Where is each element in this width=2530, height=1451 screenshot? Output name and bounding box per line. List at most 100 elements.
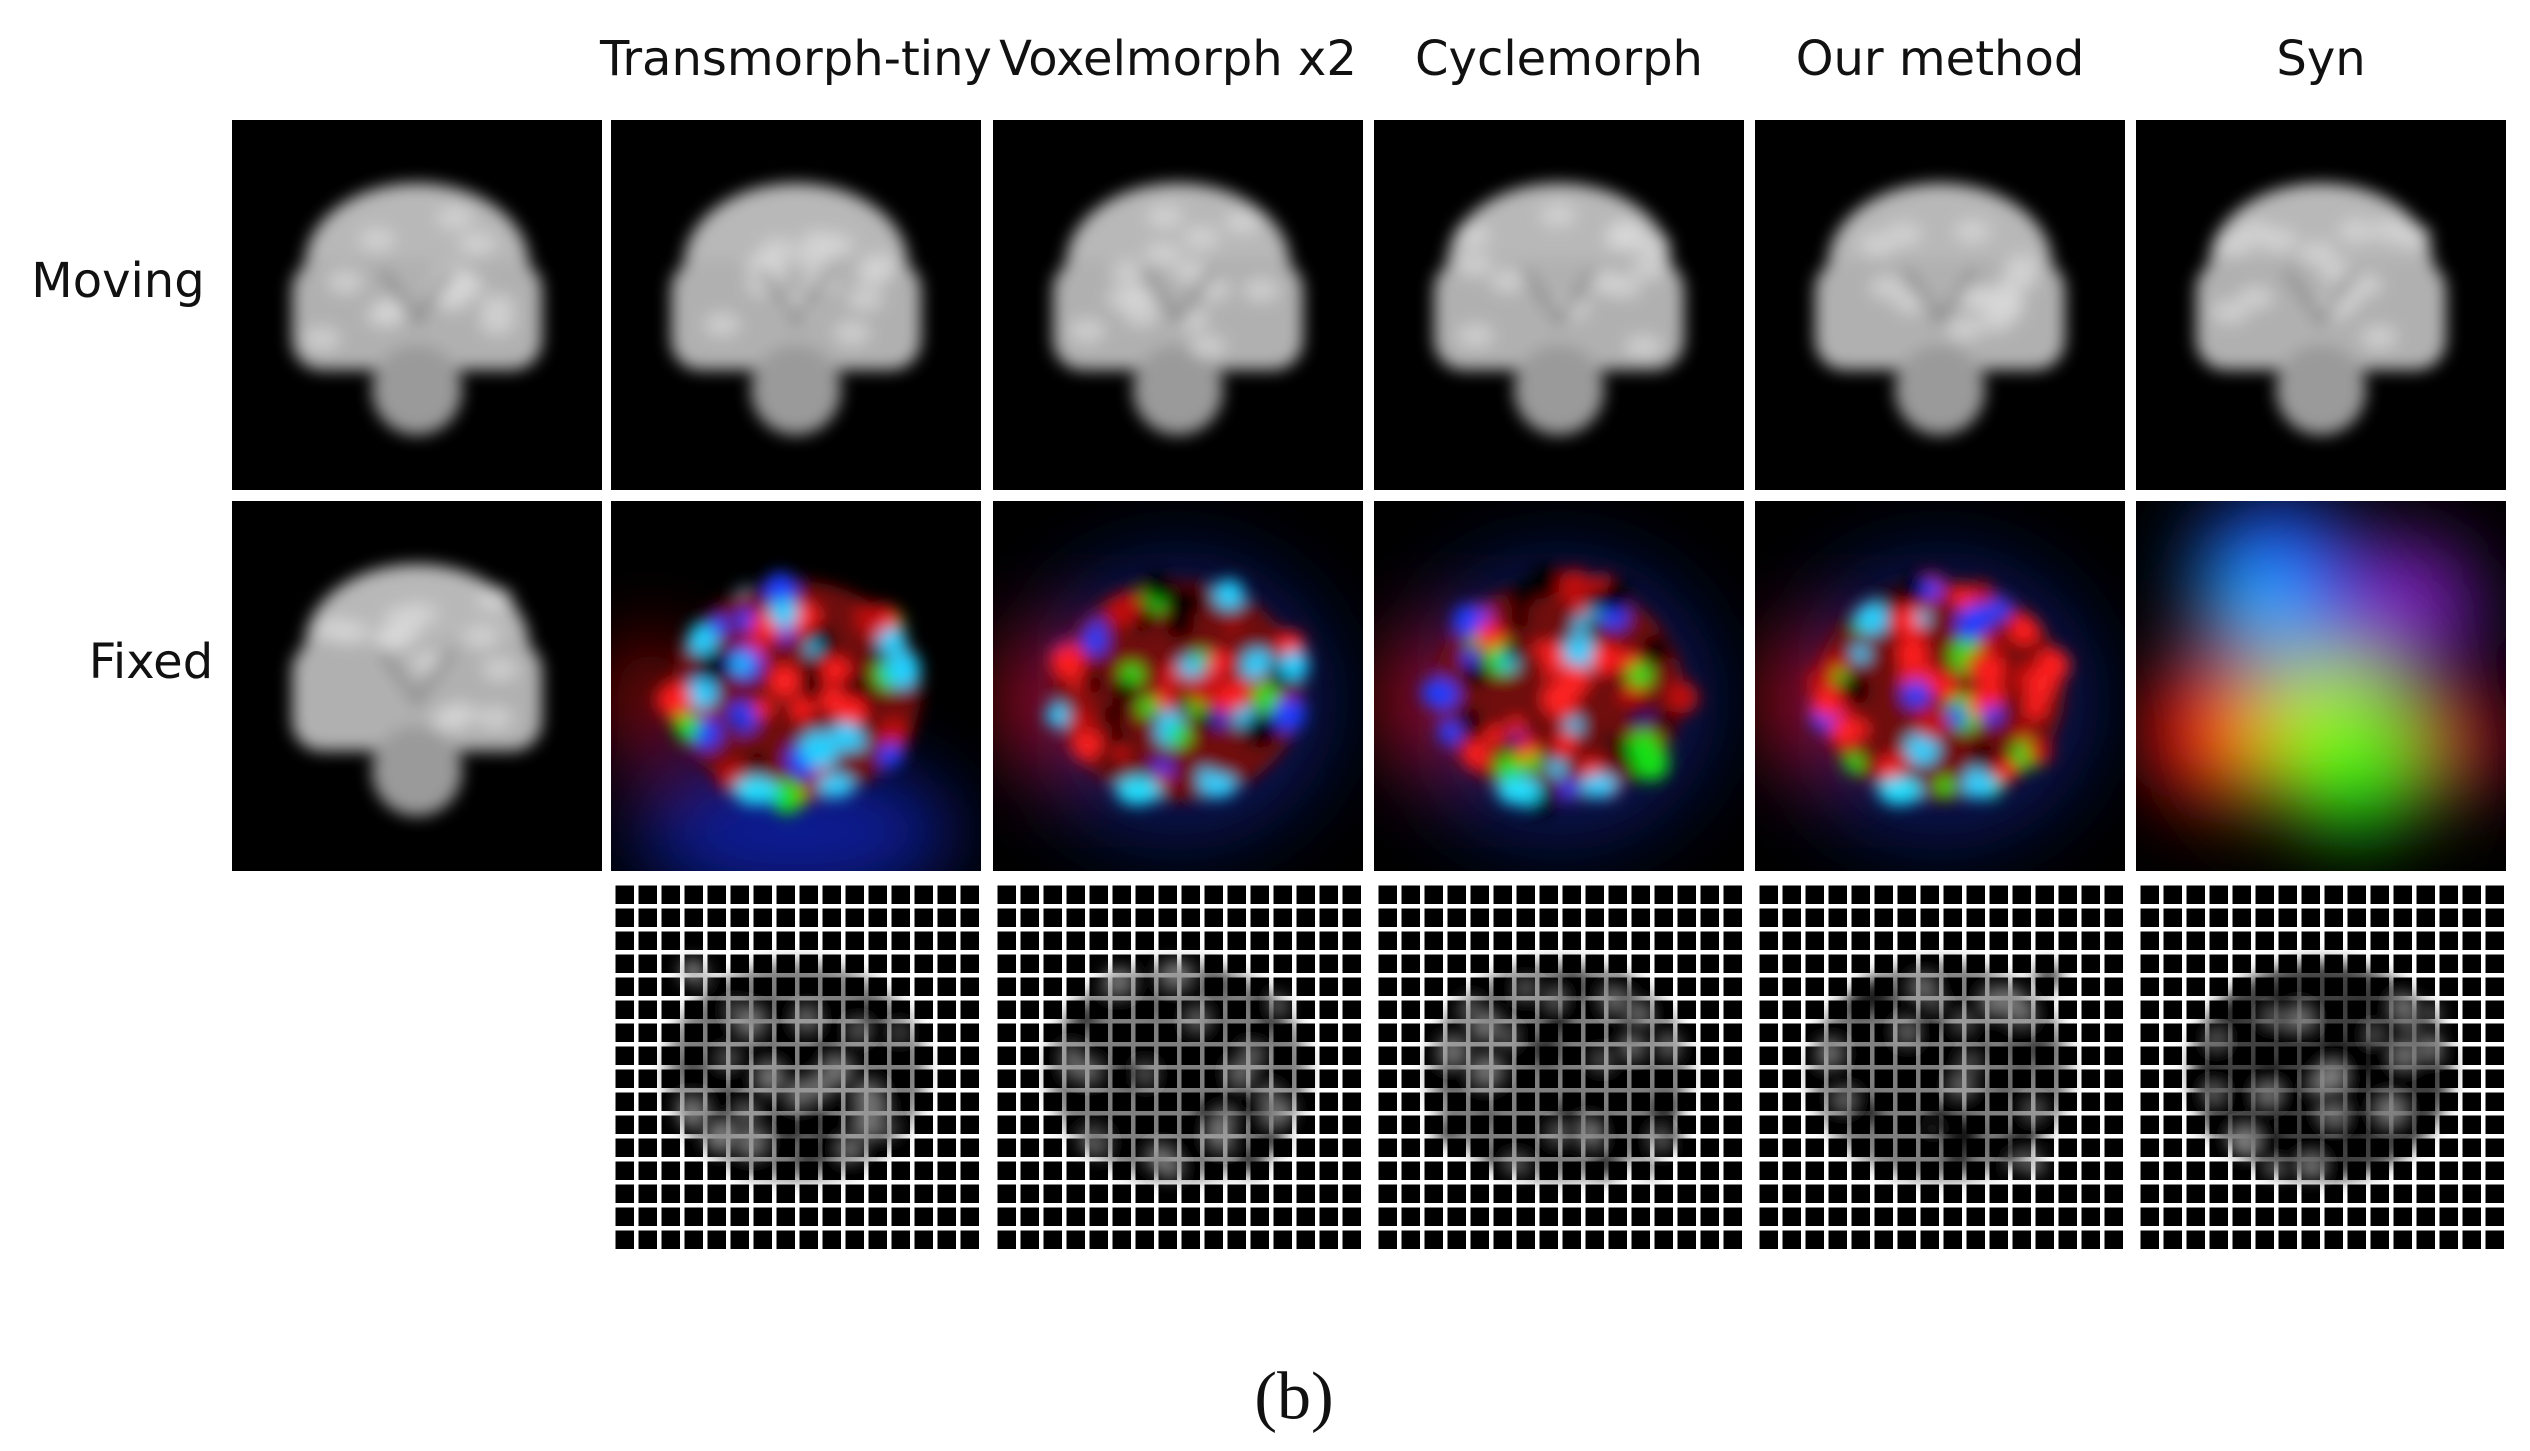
field-blob bbox=[1988, 598, 2010, 621]
field-blob bbox=[1839, 674, 1870, 706]
brain-fold bbox=[2372, 218, 2409, 243]
brain-ridge bbox=[1520, 267, 1598, 327]
warp-spot bbox=[729, 1004, 740, 1016]
brain-fold bbox=[1172, 259, 1209, 284]
field-blob bbox=[2211, 566, 2301, 656]
field-blob bbox=[1476, 609, 1491, 625]
field-blob bbox=[1214, 579, 1245, 609]
brain-fold bbox=[794, 247, 831, 272]
grid-warp bbox=[1429, 961, 1689, 1181]
brain-fold bbox=[479, 311, 516, 336]
field-blob bbox=[754, 699, 773, 718]
warp-spot bbox=[866, 1018, 882, 1034]
field-blob bbox=[1428, 679, 1458, 709]
field-blob bbox=[1952, 585, 1976, 609]
field-blob bbox=[821, 657, 850, 686]
halo bbox=[636, 761, 956, 871]
field-blob bbox=[1080, 673, 1102, 695]
field-blob bbox=[1983, 683, 2004, 704]
field-blob bbox=[1452, 604, 1485, 637]
panel bbox=[2136, 120, 2506, 490]
field-blob bbox=[696, 646, 733, 683]
warp-spot bbox=[1834, 1088, 1855, 1109]
brain-fold bbox=[327, 269, 364, 294]
panel bbox=[232, 120, 602, 490]
field-spot bbox=[1116, 777, 1160, 805]
brain-fold bbox=[479, 294, 516, 319]
warp-spot bbox=[1619, 998, 1635, 1015]
warp-spot bbox=[712, 1006, 725, 1019]
brain-fold bbox=[1608, 219, 1645, 244]
warp-spot bbox=[1636, 1008, 1650, 1022]
field-blob bbox=[2401, 636, 2471, 706]
warp-spot bbox=[1230, 1063, 1251, 1084]
grid-warp bbox=[1810, 961, 2070, 1181]
warp-spot bbox=[677, 1098, 706, 1127]
warp-spot bbox=[1074, 1007, 1097, 1029]
field-blob bbox=[2296, 711, 2416, 831]
warp-spot bbox=[894, 1027, 905, 1038]
warp-spot bbox=[1627, 1040, 1642, 1055]
field-blob bbox=[1103, 704, 1125, 726]
warp-spot bbox=[2009, 1041, 2023, 1056]
field-spot bbox=[1878, 777, 1922, 805]
warp-spot bbox=[2299, 1155, 2323, 1179]
brain-stem bbox=[1133, 345, 1223, 435]
field-halo bbox=[611, 641, 956, 871]
panel bbox=[1374, 120, 1744, 490]
brain-fold bbox=[846, 286, 883, 311]
panel bbox=[2136, 881, 2506, 1251]
brain-fold bbox=[463, 625, 500, 650]
field-blob bbox=[1169, 725, 1191, 747]
field-blob bbox=[770, 780, 804, 814]
brain-fold bbox=[861, 253, 898, 278]
field-spot bbox=[1200, 774, 1236, 798]
warp-spot bbox=[2202, 1121, 2215, 1134]
row-label: Moving bbox=[31, 253, 204, 309]
field-blob bbox=[1113, 746, 1126, 760]
field-blob bbox=[708, 615, 729, 636]
warp-spot bbox=[1929, 996, 1941, 1007]
warp-spot bbox=[1551, 1126, 1566, 1141]
field-blob bbox=[1844, 754, 1864, 773]
warp-spot bbox=[1150, 1002, 1161, 1013]
field-blob bbox=[1109, 592, 1142, 625]
warp-spot bbox=[1500, 1029, 1514, 1044]
warp-spot bbox=[1508, 1157, 1525, 1174]
column-header: Syn bbox=[2276, 31, 2365, 87]
field-blob bbox=[2406, 691, 2506, 791]
field-blob bbox=[1528, 563, 1564, 600]
brain-fold bbox=[1110, 260, 1147, 285]
warp-spot bbox=[817, 1042, 836, 1061]
field-blob bbox=[1915, 611, 1930, 626]
warp-spot bbox=[1126, 1067, 1145, 1086]
field-blob bbox=[746, 585, 763, 602]
brain-fold bbox=[1489, 268, 1526, 293]
warp-spot bbox=[2320, 1106, 2333, 1119]
field-blob bbox=[1509, 717, 1524, 733]
brain-fold bbox=[476, 586, 513, 611]
warp-spot bbox=[1912, 976, 1934, 998]
field bbox=[1045, 571, 1310, 805]
field-blob bbox=[1559, 663, 1590, 694]
brain-fold bbox=[833, 320, 870, 345]
warp-spot bbox=[874, 1101, 887, 1114]
brain-ridge bbox=[757, 267, 835, 327]
warp-spot bbox=[1957, 1015, 1971, 1029]
field-blob bbox=[1921, 579, 1942, 601]
field-blob bbox=[748, 750, 767, 769]
warp-spot bbox=[840, 1138, 861, 1160]
brain-fold bbox=[1456, 253, 1493, 278]
warp-spot bbox=[754, 1044, 768, 1057]
panel bbox=[1374, 501, 1744, 871]
warp-spot bbox=[1619, 1018, 1644, 1042]
field-blob bbox=[1982, 705, 2002, 724]
warp-spot bbox=[1660, 1126, 1682, 1148]
brain-fold bbox=[745, 252, 782, 277]
panel bbox=[993, 120, 1363, 490]
field-blob bbox=[1178, 656, 1202, 680]
warp-spot bbox=[1161, 960, 1190, 988]
field-blob bbox=[1897, 638, 1928, 670]
warp-spot bbox=[2353, 996, 2365, 1007]
